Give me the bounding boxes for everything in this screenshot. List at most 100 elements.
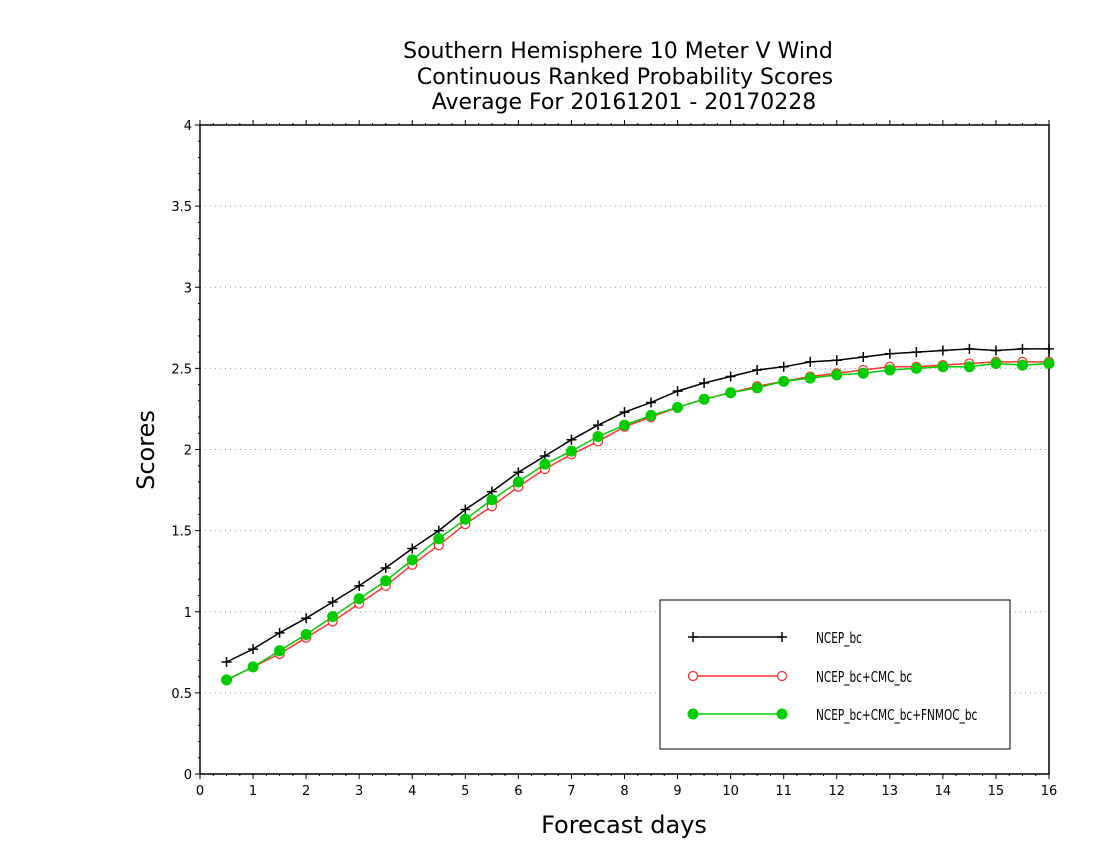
data-point-2-10 (486, 494, 498, 506)
data-point-0-19 (725, 371, 736, 382)
y-tick-label-5: 2.5 (171, 362, 192, 377)
data-point-0-27 (937, 345, 948, 356)
data-point-0-25 (884, 348, 895, 359)
title-line-1: Southern Hemisphere 10 Meter V Wind (403, 39, 833, 64)
legend-marker-start-2 (687, 708, 699, 720)
data-point-0-15 (619, 407, 630, 418)
data-point-2-1 (247, 661, 259, 673)
legend-label-0: NCEP_bc (816, 631, 862, 648)
legend-marker-start-0 (688, 632, 698, 642)
data-point-2-27 (937, 361, 949, 373)
data-point-2-26 (910, 362, 922, 374)
legend-label-1: NCEP_bc+CMC_bc (816, 670, 912, 687)
data-point-2-14 (592, 431, 604, 443)
data-point-2-13 (565, 445, 577, 457)
data-point-0-21 (778, 361, 789, 372)
data-point-2-19 (725, 387, 737, 399)
data-point-2-0 (221, 674, 233, 686)
data-point-2-11 (512, 476, 524, 488)
x-tick-label-1: 1 (249, 784, 257, 799)
x-tick-label-8: 8 (620, 784, 628, 799)
series-2 (221, 358, 1055, 686)
data-point-2-25 (884, 364, 896, 376)
data-point-0-13 (566, 434, 577, 445)
legend-marker-end-2 (776, 708, 788, 720)
series (221, 343, 1055, 686)
title-line-2: Continuous Ranked Probability Scores (417, 65, 833, 90)
data-point-2-20 (751, 382, 763, 394)
x-tick-label-13: 13 (882, 784, 899, 799)
data-point-2-9 (459, 513, 471, 525)
x-axis-label: Forecast days (541, 811, 707, 839)
y-axis: 0 0.5 1 1.5 2 2.5 3 3.5 4 (171, 119, 200, 783)
data-point-2-21 (778, 375, 790, 387)
data-point-0-26 (911, 347, 922, 358)
data-point-2-2 (274, 645, 286, 657)
x-tick-label-10: 10 (722, 784, 739, 799)
x-tick-label-14: 14 (935, 784, 952, 799)
y-tick-label-2: 1 (184, 606, 192, 621)
x-tick-label-5: 5 (461, 784, 469, 799)
data-point-0-23 (831, 355, 842, 366)
y-tick-label-6: 3 (184, 281, 192, 296)
x-tick-label-4: 4 (408, 784, 416, 799)
y-tick-label-7: 3.5 (171, 200, 192, 215)
data-point-0-24 (858, 352, 869, 363)
data-point-2-3 (300, 628, 312, 640)
legend: NCEP_bc NCEP_bc+CMC_bc NCEP_bc+CMC_bc+FNMO… (659, 599, 1011, 750)
data-point-0-3 (301, 613, 312, 624)
y-axis-label: Scores (132, 410, 160, 490)
data-point-2-16 (645, 409, 657, 421)
x-tick-label-9: 9 (673, 784, 681, 799)
y-tick-label-8: 4 (184, 119, 192, 134)
series-0 (221, 343, 1054, 668)
data-point-0-4 (327, 597, 338, 608)
data-point-2-5 (353, 593, 365, 605)
data-point-2-15 (619, 419, 630, 431)
data-point-0-1 (248, 644, 259, 655)
data-point-0-17 (672, 386, 683, 397)
data-point-2-6 (380, 575, 392, 587)
legend-label-2: NCEP_bc+CMC_bc+FNMOC_bc (816, 708, 977, 725)
y-tick-label-3: 1.5 (171, 525, 192, 540)
x-tick-label-11: 11 (775, 784, 792, 799)
data-point-0-5 (354, 580, 365, 591)
data-point-2-4 (327, 611, 339, 623)
data-point-0-2 (274, 627, 285, 638)
data-point-0-9 (460, 504, 471, 515)
x-tick-label-3: 3 (355, 784, 363, 799)
x-axis: 0 1 2 3 4 5 6 7 8 9 10 11 12 13 14 15 16 (196, 120, 1057, 799)
data-point-0-0 (221, 657, 232, 668)
x-tick-label-12: 12 (828, 784, 845, 799)
data-point-0-16 (646, 397, 657, 408)
x-tick-label-6: 6 (514, 784, 522, 799)
data-point-2-12 (539, 458, 551, 470)
legend-marker-end-1 (776, 670, 788, 682)
title-line-3: Average For 20161201 - 20170228 (432, 90, 817, 115)
x-tick-label-16: 16 (1041, 784, 1058, 799)
data-point-2-7 (406, 554, 418, 566)
data-point-0-6 (380, 562, 391, 573)
data-point-2-18 (698, 393, 710, 405)
data-point-0-31 (1044, 343, 1054, 354)
data-point-0-20 (752, 364, 763, 375)
data-point-0-14 (592, 420, 603, 431)
x-tick-label-2: 2 (302, 784, 310, 799)
legend-box (659, 599, 1011, 750)
data-point-0-11 (513, 467, 524, 478)
legend-marker-end-0 (777, 632, 787, 642)
data-point-0-22 (805, 356, 816, 367)
data-point-0-30 (1017, 343, 1028, 354)
chart-title: Southern Hemisphere 10 Meter V Wind Cont… (403, 39, 833, 115)
y-tick-label-4: 2 (184, 444, 192, 459)
data-point-2-29 (990, 358, 1002, 370)
data-point-0-18 (699, 377, 710, 388)
data-point-0-28 (964, 343, 975, 354)
data-point-2-24 (857, 367, 869, 379)
data-point-2-17 (672, 401, 684, 413)
data-point-0-29 (990, 345, 1001, 356)
x-tick-label-15: 15 (988, 784, 1005, 799)
data-point-2-23 (831, 369, 843, 381)
y-tick-label-0: 0 (184, 768, 192, 783)
